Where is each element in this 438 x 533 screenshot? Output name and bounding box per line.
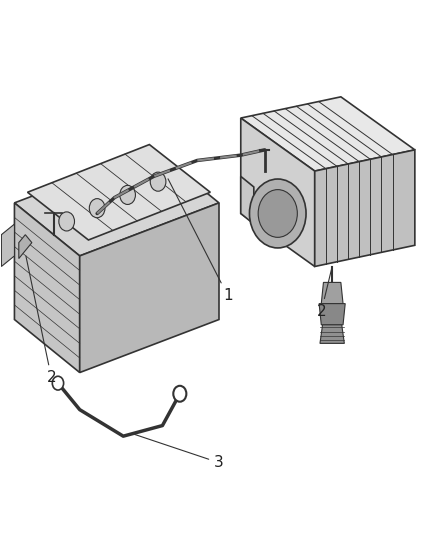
- Circle shape: [89, 199, 105, 217]
- Polygon shape: [80, 203, 219, 373]
- Circle shape: [258, 190, 297, 237]
- Circle shape: [59, 212, 74, 231]
- Circle shape: [52, 376, 64, 390]
- Circle shape: [173, 386, 186, 402]
- Circle shape: [150, 172, 166, 191]
- Polygon shape: [241, 97, 415, 171]
- Text: 1: 1: [168, 179, 233, 303]
- Polygon shape: [28, 144, 210, 240]
- Text: 3: 3: [134, 434, 224, 470]
- Polygon shape: [241, 176, 254, 224]
- Polygon shape: [319, 304, 345, 325]
- Polygon shape: [19, 235, 32, 259]
- Polygon shape: [320, 325, 344, 343]
- Polygon shape: [14, 150, 219, 256]
- Circle shape: [250, 179, 306, 248]
- Text: 2: 2: [317, 269, 332, 319]
- Circle shape: [120, 185, 135, 205]
- Text: 2: 2: [26, 256, 56, 385]
- Polygon shape: [315, 150, 415, 266]
- Polygon shape: [241, 118, 315, 266]
- Polygon shape: [1, 224, 14, 266]
- Polygon shape: [14, 203, 80, 373]
- Polygon shape: [321, 282, 343, 304]
